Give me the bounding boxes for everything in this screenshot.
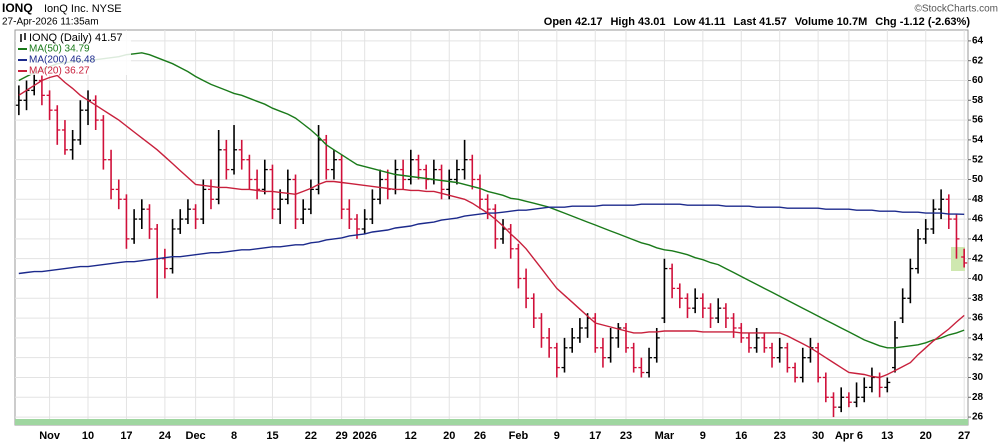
- quote-item: Last 41.57: [734, 16, 787, 28]
- x-tick-label: 27: [958, 430, 970, 442]
- x-tick-label: 20: [920, 430, 932, 442]
- x-tick-label: 29: [336, 430, 348, 442]
- x-tick-label: Apr 6: [835, 430, 863, 442]
- y-tick-label: 42: [972, 253, 984, 264]
- moving-average: [18, 203, 965, 275]
- quote-item: Low 41.11: [674, 16, 726, 28]
- y-tick-label: 56: [972, 115, 984, 126]
- x-tick-label: 24: [159, 430, 172, 442]
- timestamp: 27-Apr-2026 11:35am: [2, 17, 99, 28]
- x-tick-label: Dec: [186, 430, 206, 442]
- legend-label: MA(20) 36.27: [29, 66, 90, 77]
- y-tick-label: 26: [972, 412, 984, 423]
- y-tick-label: 34: [972, 333, 984, 344]
- marks: [15, 52, 968, 418]
- legend-label: IONQ (Daily) 41.57: [29, 32, 123, 44]
- x-tick-label: 15: [266, 430, 278, 442]
- y-tick-label: 62: [972, 55, 984, 66]
- x-tick-label: 26: [474, 430, 486, 442]
- x-tick-label: 12: [405, 430, 417, 442]
- quote-bar: Chg -1.12 (-2.63%) Volume 10.7M Last 41.57…: [544, 16, 971, 28]
- y-tick-label: 38: [972, 293, 984, 304]
- y-tick-label: 40: [972, 273, 984, 284]
- x-tick-label: 13: [881, 430, 893, 442]
- x-tick-label: 17: [589, 430, 601, 442]
- quote-item: Chg -1.12 (-2.63%): [875, 16, 970, 28]
- quote-item: High 43.01: [610, 16, 665, 28]
- x-tick-label: Feb: [509, 430, 529, 442]
- legend-label: MA(200) 46.48: [29, 55, 96, 66]
- credit: ©StockCharts.com: [914, 4, 998, 15]
- y-tick-label: 48: [972, 194, 984, 205]
- x-tick-label: 8: [231, 430, 237, 442]
- x-tick-label: 16: [735, 430, 747, 442]
- y-tick-label: 64: [972, 36, 984, 47]
- y-tick-label: 28: [972, 392, 984, 403]
- x-tick-label: 9: [700, 430, 706, 442]
- plot-frame: [14, 29, 969, 426]
- legend-label: MA(50) 34.79: [29, 44, 90, 55]
- y-tick-label: 46: [972, 214, 984, 225]
- legend-box: [16, 31, 131, 75]
- y-tick-label: 36: [972, 313, 984, 324]
- moving-average: [18, 74, 965, 379]
- grid: [15, 30, 968, 425]
- symbol: IONQ: [2, 1, 33, 15]
- x-tick-label: 9: [554, 430, 560, 442]
- y-tick-label: 32: [972, 352, 984, 363]
- x-tick-label: 23: [774, 430, 786, 442]
- x-tick-label: 20: [443, 430, 455, 442]
- x-tick-label: 30: [812, 430, 824, 442]
- y-tick-label: 30: [972, 372, 984, 383]
- x-tick-label: 2026: [352, 430, 376, 442]
- x-tick-label: 10: [82, 430, 94, 442]
- y-tick-label: 58: [972, 95, 984, 106]
- quote-item: Volume 10.7M: [795, 16, 868, 28]
- company: IonQ Inc. NYSE: [44, 3, 122, 15]
- y-tick-label: 50: [972, 174, 984, 185]
- y-tick-label: 60: [972, 75, 984, 86]
- x-tick-label: 22: [305, 430, 317, 442]
- x-tick-label: Mar: [655, 430, 675, 442]
- last-bar-highlight: [951, 247, 965, 271]
- y-tick-label: 52: [972, 154, 984, 165]
- moving-average: [18, 52, 965, 349]
- bottom-band: [15, 419, 968, 425]
- x-tick-label: 23: [620, 430, 632, 442]
- y-tick-label: 54: [972, 135, 984, 146]
- y-tick-label: 44: [972, 234, 984, 245]
- x-tick-label: Nov: [39, 430, 61, 442]
- x-tick-label: 17: [120, 430, 132, 442]
- quote-item: Open 42.17: [544, 16, 603, 28]
